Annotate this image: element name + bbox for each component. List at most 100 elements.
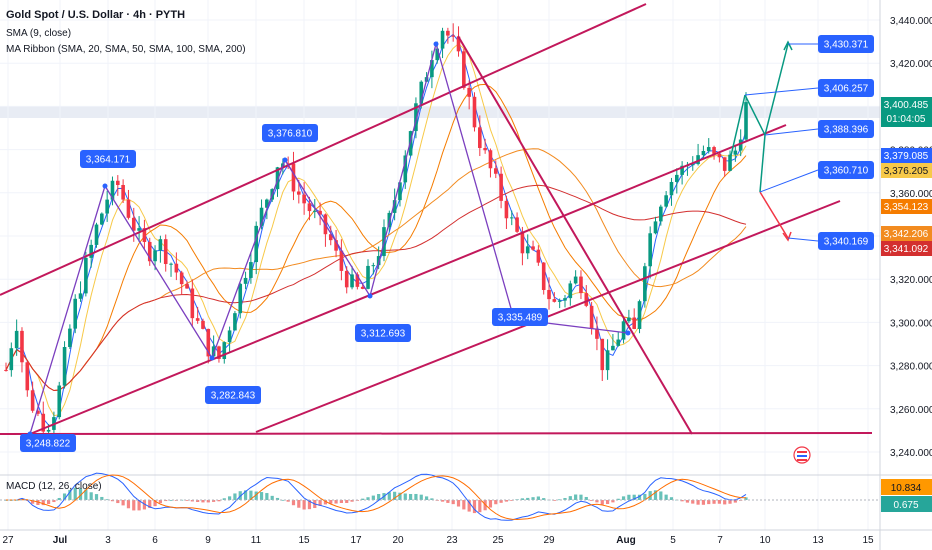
candle-body — [312, 210, 317, 212]
macd-histogram-bar — [265, 493, 269, 500]
arrow-up-head — [783, 40, 793, 51]
price-axis[interactable]: 3,440.0003,420.0003,400.0003,380.0003,36… — [881, 16, 932, 512]
macd-histogram-bar — [334, 500, 338, 504]
macd-histogram-bar — [371, 495, 375, 500]
macd-histogram-bar — [590, 500, 594, 501]
macd-value-1: 10.834 — [891, 483, 922, 494]
target-label: 3,340.169 — [824, 237, 869, 248]
candle-body — [568, 283, 573, 299]
candle-body — [137, 228, 141, 231]
macd-histogram-bar — [31, 500, 35, 504]
candle-body — [632, 317, 637, 329]
macd-histogram-bar — [403, 493, 407, 500]
candle-body — [456, 36, 461, 52]
candle-body — [446, 30, 450, 36]
macd-histogram-bar — [302, 500, 306, 510]
candle-body — [573, 276, 578, 284]
macd-value-badge — [881, 496, 932, 512]
candle-body — [744, 102, 748, 140]
candle-body — [600, 338, 605, 371]
candle-body — [344, 270, 349, 288]
y-tick-label: 3,280.000 — [890, 362, 932, 373]
news-flag-icon[interactable] — [793, 446, 811, 464]
macd-histogram-bar — [62, 493, 67, 500]
macd-histogram-bar — [94, 494, 99, 500]
macd-histogram-bar — [110, 500, 115, 502]
x-tick-label: 23 — [446, 535, 458, 546]
macd-histogram-bar — [632, 494, 636, 500]
macd-histogram-bar — [350, 500, 354, 502]
macd-histogram-bar — [297, 500, 301, 508]
macd-histogram-bar — [345, 500, 349, 503]
target-connector — [759, 169, 819, 193]
candle-body — [648, 233, 652, 267]
macd-histogram-bar — [323, 500, 328, 505]
swing-label-box — [205, 386, 261, 404]
candle-body — [100, 213, 104, 225]
macd-histogram-bar — [526, 497, 530, 500]
macd-histogram-bar — [105, 499, 109, 501]
candle-body — [297, 191, 301, 195]
candle-body — [217, 346, 221, 360]
y-tick-label: 3,300.000 — [890, 318, 932, 329]
candle-body — [115, 180, 120, 185]
macd-histogram-bar — [664, 494, 668, 500]
y-tick-label: 3,240.000 — [890, 448, 932, 459]
candle-body — [222, 342, 227, 360]
candle-body — [126, 199, 131, 218]
candles — [4, 23, 748, 445]
swing-point — [433, 41, 439, 47]
candle-body — [504, 200, 509, 219]
macd-histogram-bar — [653, 490, 658, 500]
macd-histogram-bar — [366, 497, 370, 500]
target-label-box — [818, 120, 874, 138]
candle-body — [680, 165, 684, 175]
candle-body — [499, 173, 503, 201]
candle-body — [142, 228, 147, 242]
macd-histogram-bar — [52, 500, 56, 503]
macd-histogram-bar — [259, 492, 264, 500]
macd-histogram-bar — [499, 500, 503, 503]
macd-histogram-bar — [206, 500, 210, 503]
macd-histogram-bar — [100, 496, 104, 500]
candle-body — [637, 301, 642, 329]
candle-body — [488, 150, 493, 169]
macd-histogram-bar — [73, 487, 77, 500]
macd-histogram-bar — [621, 496, 626, 500]
macd-histogram-bar — [217, 500, 221, 502]
macd-histogram-bar — [254, 491, 258, 500]
candle-body — [158, 239, 163, 251]
macd-histogram-bar — [696, 500, 700, 505]
macd-histogram-bar — [377, 494, 381, 500]
axis-price-badge — [881, 199, 932, 214]
candle-body — [451, 35, 455, 37]
axis-price-badge-text: 3,400.485 — [884, 100, 929, 111]
candle-body — [68, 328, 72, 347]
candle-body — [717, 153, 722, 158]
candle-body — [659, 206, 663, 222]
candle-body — [25, 362, 30, 391]
macd-histogram-bar — [201, 500, 205, 503]
candle-body — [430, 60, 434, 78]
time-axis[interactable]: 27 Jul 3 6 9 11 15 17 20 23 25 29 Aug 5 7 10 13 15 — [2, 535, 874, 546]
candle-body — [706, 147, 711, 151]
macd-histogram-bar — [723, 500, 727, 505]
candle-body — [557, 300, 562, 302]
arrow-down-head — [782, 231, 792, 242]
candle-body — [350, 274, 354, 288]
macd-histogram-bar — [691, 500, 695, 504]
candle-body — [163, 239, 168, 265]
candle-body — [302, 194, 306, 204]
candle-body — [552, 299, 557, 302]
candle-body — [621, 321, 626, 340]
macd-histogram-bar — [281, 499, 285, 501]
candle-body — [728, 154, 732, 171]
macd-histogram-bar — [41, 500, 45, 506]
macd-histogram-bar — [456, 500, 461, 507]
candle-body — [541, 262, 546, 290]
macd-histogram-bar — [243, 490, 248, 500]
swing-label-box — [20, 434, 76, 452]
macd-histogram-bar — [89, 492, 93, 500]
macd-histogram-bar — [680, 500, 684, 502]
